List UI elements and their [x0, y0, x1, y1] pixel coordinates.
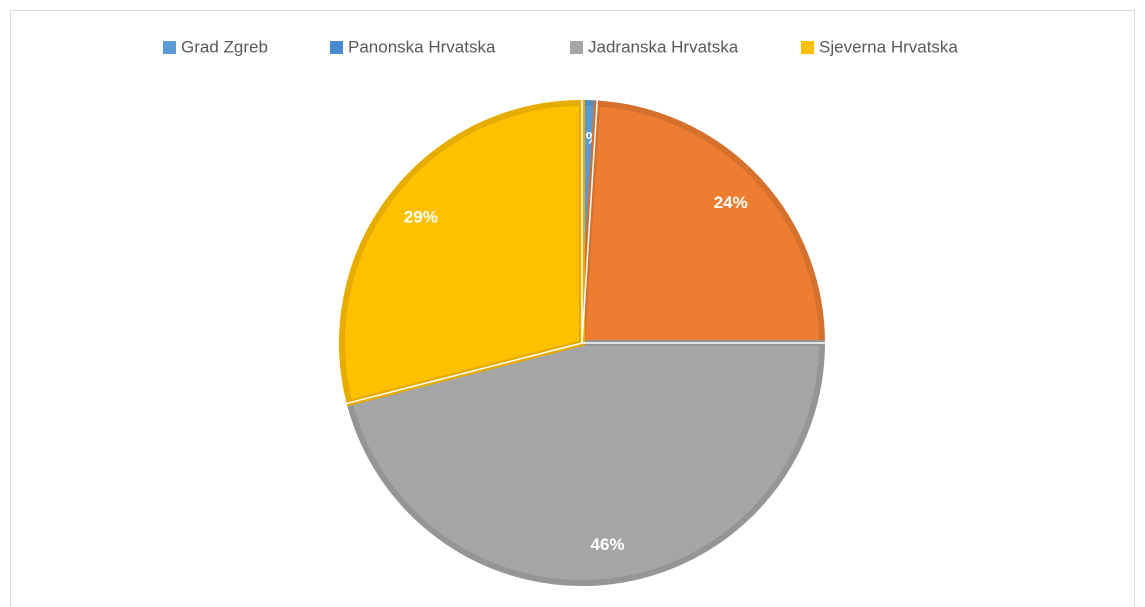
legend-label: Grad Zgreb — [181, 37, 268, 56]
legend-label: Sjeverna Hrvatska — [819, 37, 958, 56]
legend-swatch — [163, 41, 176, 54]
slice-label: 29% — [404, 207, 438, 226]
legend-label: Jadranska Hrvatska — [588, 37, 739, 56]
slice-label: 46% — [591, 535, 625, 554]
slice-label: 24% — [714, 193, 748, 212]
legend-label: Panonska Hrvatska — [348, 37, 496, 56]
slice-separator — [581, 100, 599, 344]
pie-slice — [578, 100, 826, 346]
legend-swatch — [570, 41, 583, 54]
pie-slice — [345, 340, 826, 586]
pie-slice — [339, 99, 585, 407]
legend-swatch — [801, 41, 814, 54]
legend-swatch — [330, 41, 343, 54]
slice-separator — [346, 342, 583, 405]
